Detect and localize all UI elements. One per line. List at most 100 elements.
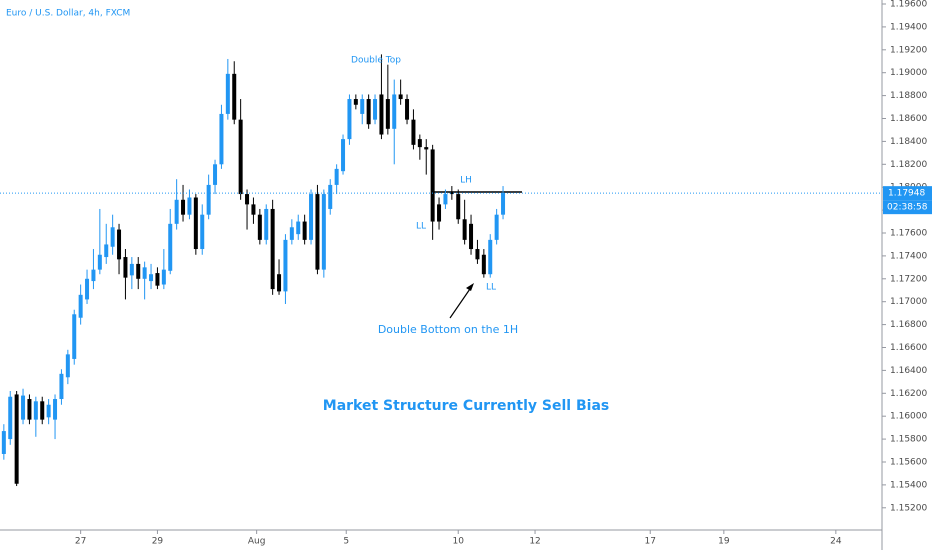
candle-body — [373, 99, 378, 120]
candle-body — [181, 199, 186, 215]
candle-body — [136, 263, 141, 279]
x-tick-label: Aug — [248, 537, 266, 547]
x-tick-label: 10 — [453, 537, 465, 547]
y-tick-label: 1.19600 — [890, 0, 927, 10]
candle-body — [437, 204, 442, 222]
y-tick-label: 1.15600 — [890, 457, 927, 467]
candle-body — [353, 99, 358, 105]
candle-body — [488, 239, 493, 275]
arrow-head — [466, 283, 474, 291]
y-tick-label: 1.19000 — [890, 68, 927, 78]
y-tick-label: 1.19200 — [890, 45, 927, 55]
candle-body — [277, 274, 282, 292]
candle-body — [251, 204, 256, 215]
candle-body — [72, 314, 77, 359]
candle-body — [238, 119, 243, 195]
annotation: Double Top — [351, 56, 401, 66]
x-tick-label: 5 — [343, 537, 349, 547]
candle-body — [129, 263, 134, 276]
y-tick-label: 1.18200 — [890, 160, 927, 170]
candle-body — [392, 94, 397, 129]
candle-body — [334, 168, 339, 185]
candle-body — [27, 399, 32, 420]
candle-body — [405, 99, 410, 120]
y-tick-label: 1.18400 — [890, 137, 927, 147]
y-tick-label: 1.16000 — [890, 412, 927, 422]
candle-body — [347, 99, 352, 140]
candle-body — [200, 214, 205, 250]
candle-body — [501, 193, 506, 215]
candle-body — [174, 199, 179, 224]
candle-body — [1, 431, 6, 454]
candle-body — [168, 223, 173, 271]
candle-body — [341, 139, 346, 172]
y-tick-label: 1.17200 — [890, 274, 927, 284]
candle-body — [270, 208, 275, 290]
candle-body — [219, 113, 224, 165]
candle-body — [462, 219, 467, 240]
annotation: Double Bottom on the 1H — [378, 323, 518, 336]
candle-body — [142, 267, 147, 279]
candle-body — [213, 164, 218, 185]
candle-body — [289, 227, 294, 240]
candle-body — [155, 273, 160, 286]
candle-body — [481, 254, 486, 275]
candle-body — [302, 221, 307, 240]
candle-body — [366, 99, 371, 125]
candle-body — [97, 254, 102, 270]
y-tick-label: 1.16800 — [890, 320, 927, 330]
candle-body — [33, 401, 38, 420]
candle-body — [65, 354, 70, 378]
y-tick-label: 1.15400 — [890, 480, 927, 490]
candle-body — [8, 396, 13, 440]
candle-body — [193, 197, 198, 250]
candle-body — [494, 214, 499, 240]
y-tick-label: 1.17400 — [890, 251, 927, 261]
candle-body — [411, 119, 416, 145]
candle-body — [443, 194, 448, 205]
candle-body — [475, 249, 480, 260]
candle-body — [328, 184, 333, 209]
last-price-box — [883, 186, 932, 201]
candle-body — [424, 147, 429, 150]
candle-body — [78, 294, 83, 318]
y-tick-label: 1.17000 — [890, 297, 927, 307]
candle-body — [40, 401, 45, 420]
candle-body — [296, 221, 301, 235]
candle-body — [456, 194, 461, 220]
candle-body — [321, 194, 326, 270]
candle-body — [14, 394, 19, 484]
candle-body — [91, 269, 96, 282]
candle-body — [117, 229, 122, 260]
y-tick-label: 1.18600 — [890, 114, 927, 124]
x-tick-label: 29 — [152, 537, 164, 547]
y-tick-label: 1.16400 — [890, 366, 927, 376]
x-tick-label: 24 — [830, 537, 842, 547]
y-tick-label: 1.15800 — [890, 435, 927, 445]
arrow-shaft — [449, 285, 473, 319]
x-tick-label: 27 — [75, 537, 86, 547]
candle-body — [187, 197, 192, 215]
candle-body — [123, 257, 128, 278]
candle-body — [21, 395, 26, 420]
y-tick-label: 1.19400 — [890, 22, 927, 32]
y-tick-label: 1.16200 — [890, 389, 927, 399]
candle-body — [161, 269, 166, 285]
candle-body — [283, 239, 288, 292]
y-tick-label: 1.16600 — [890, 343, 927, 353]
x-tick-label: 19 — [718, 537, 730, 547]
countdown-label: 02:38:58 — [887, 203, 928, 213]
annotation: LL — [416, 222, 426, 232]
candle-body — [257, 214, 262, 240]
candle-body — [225, 73, 230, 114]
y-tick-label: 1.17600 — [890, 228, 927, 238]
candle-body — [245, 194, 250, 205]
candle-body — [449, 191, 454, 195]
annotation: Market Structure Currently Sell Bias — [323, 398, 609, 414]
candle-body — [85, 278, 90, 300]
candle-body — [46, 404, 51, 418]
candle-body — [110, 227, 115, 247]
candle-body — [398, 94, 403, 100]
chart-title: Euro / U.S. Dollar, 4h, FXCM — [6, 9, 130, 19]
